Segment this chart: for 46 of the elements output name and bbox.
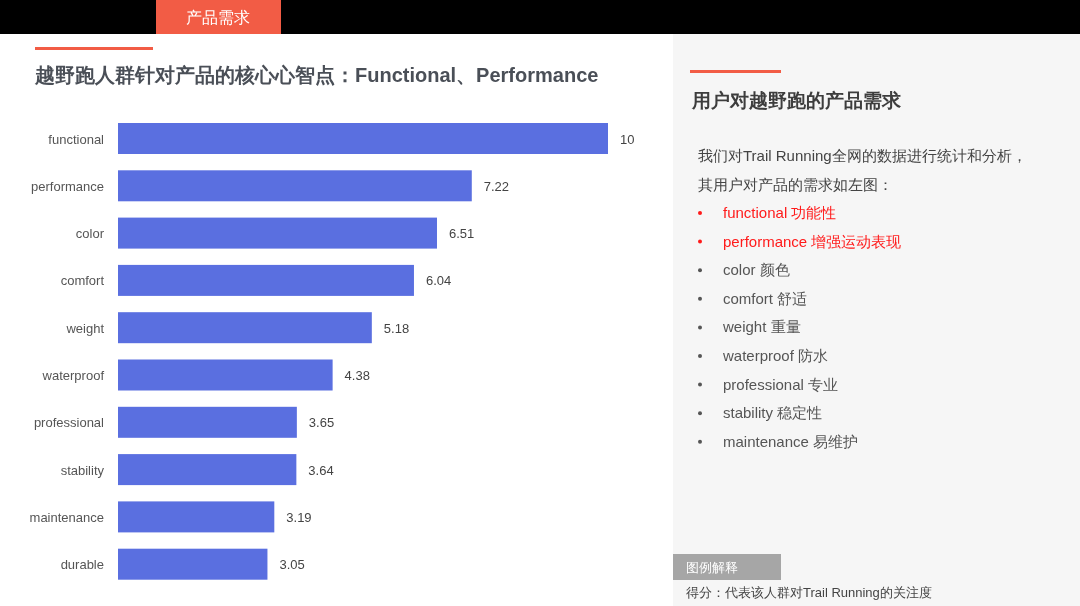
y-tick-label: weight	[65, 320, 105, 336]
text: waterproof 防水	[722, 347, 829, 364]
text: professional 专业	[723, 375, 839, 393]
bar	[118, 501, 275, 533]
text: 其用户对产品的需求如左图：	[698, 176, 893, 193]
bar	[118, 406, 297, 438]
text: functional 功能性	[723, 204, 837, 221]
bar	[118, 123, 608, 154]
text: comfort 舒适	[723, 289, 808, 307]
bar	[118, 312, 372, 344]
bar	[118, 170, 472, 202]
data-label: 6.04	[425, 273, 452, 289]
text: color 颜色	[723, 261, 790, 279]
text: 我们对Trail Running全网的数据进行统计和分析，	[698, 147, 1027, 164]
bar	[118, 359, 333, 391]
y-tick-label: maintenance	[29, 509, 104, 525]
y-tick-label: durable	[60, 557, 104, 573]
text: 产品需求	[186, 9, 250, 26]
bar	[118, 454, 297, 486]
bar	[118, 217, 437, 249]
y-tick-label: color	[75, 226, 105, 242]
data-label: 3.05	[279, 557, 305, 573]
text: 用户对越野跑的产品需求	[691, 90, 902, 111]
chart-title: 越野跑人群针对产品的核心心智点：Functional、Performance	[34, 64, 599, 86]
data-label: 4.38	[344, 368, 370, 383]
bar	[118, 264, 414, 296]
text: stability 稳定性	[723, 404, 823, 422]
data-label: 3.19	[286, 509, 312, 525]
data-label: 10	[620, 131, 635, 147]
y-tick-label: performance	[31, 178, 104, 194]
data-label: 6.51	[448, 226, 475, 242]
data-label: 3.64	[308, 462, 334, 478]
y-tick-label: functional	[48, 131, 105, 147]
y-tick-label: waterproof	[41, 368, 105, 383]
text: weight 重量	[722, 318, 801, 336]
y-tick-label: professional	[33, 415, 105, 431]
data-label: 7.22	[483, 178, 510, 194]
text: 图例解释	[686, 560, 738, 575]
bar	[118, 548, 268, 580]
y-tick-label: stability	[60, 462, 105, 478]
text: performance 增强运动表现	[723, 232, 902, 250]
y-tick-label: comfort	[60, 273, 105, 289]
data-label: 5.18	[383, 320, 410, 336]
text: 得分：代表该人群对Trail Running的关注度	[686, 585, 932, 600]
data-label: 3.65	[308, 415, 335, 431]
text: maintenance 易维护	[723, 432, 859, 450]
